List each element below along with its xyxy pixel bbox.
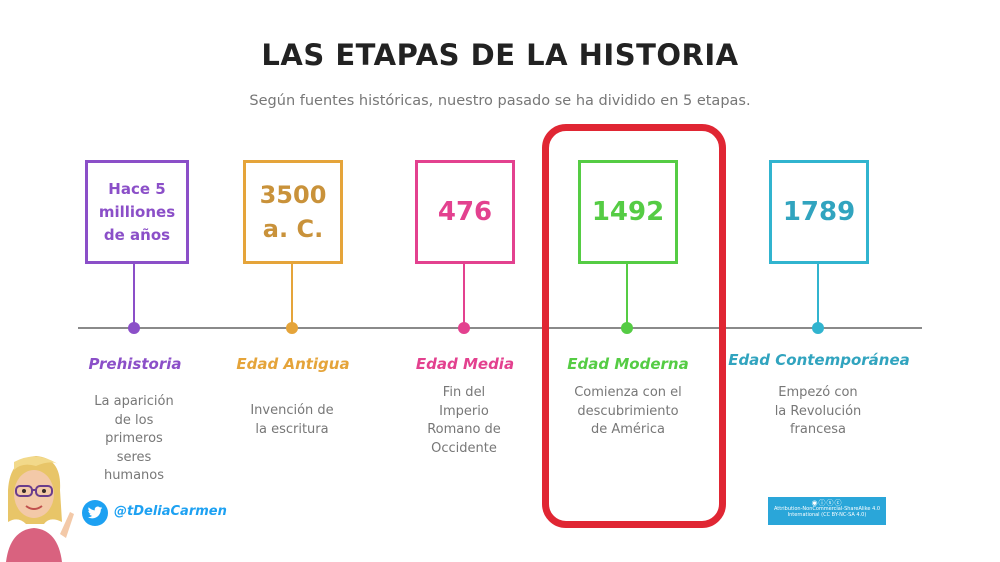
cc-license-icons: ◉ⓘⓢⓒ [811, 499, 843, 507]
stage-description: Fin del Imperio Romano de Occidente [427, 385, 501, 456]
stage-name: Edad Media [415, 355, 515, 373]
page-title: LAS ETAPAS DE LA HISTORIA [261, 38, 739, 72]
stage-dot [621, 322, 633, 334]
avatar-illustration [6, 456, 74, 562]
stage-connector [817, 264, 819, 328]
stage-date-box: 476 [415, 160, 515, 264]
stage-name: Edad Antigua [236, 355, 350, 373]
stage-dot [286, 322, 298, 334]
stage-date-box: 1492 [578, 160, 678, 264]
stage-name: Edad Moderna [567, 355, 689, 373]
stage-date-box: 1789 [769, 160, 869, 264]
stage-connector [291, 264, 293, 328]
twitter-handle[interactable]: @tDeliaCarmen [114, 504, 227, 519]
stage-edad-contemporanea: 1789 Edad Contemporánea Empezó con la Re… [728, 0, 910, 562]
stage-name: Prehistoria [88, 355, 182, 373]
stage-edad-antigua: 3500 a. C. Edad Antigua Invención de la … [203, 0, 383, 562]
stage-connector [133, 264, 135, 328]
stage-edad-media: 476 Edad Media Fin del Imperio Romano de… [375, 0, 555, 562]
twitter-icon[interactable] [82, 500, 108, 526]
stage-description: Invención de la escritura [250, 403, 334, 437]
stage-dot [812, 322, 824, 334]
stage-date-box: Hace 5 milliones de años [85, 160, 189, 264]
page-subtitle: Según fuentes históricas, nuestro pasado… [249, 93, 751, 109]
stage-date-box: 3500 a. C. [243, 160, 343, 264]
stage-connector [626, 264, 628, 328]
stage-edad-moderna: 1492 Edad Moderna Comienza con el descub… [538, 0, 718, 562]
stage-description: La aparición de los primeros seres human… [94, 394, 174, 483]
stage-prehistoria: Hace 5 milliones de años Prehistoria La … [45, 0, 225, 562]
highlight-frame [542, 124, 726, 528]
stage-dot [128, 322, 140, 334]
stage-dot [458, 322, 470, 334]
stage-description: Empezó con la Revolución francesa [774, 385, 862, 437]
stage-description: Comienza con el descubrimiento de Améric… [574, 385, 682, 437]
timeline-axis [78, 327, 922, 329]
stage-name: Edad Contemporánea [728, 351, 910, 369]
license-badge[interactable]: ◉ⓘⓢⓒ Attribution-NonCommercial-ShareAlik… [768, 497, 886, 525]
stage-connector [463, 264, 465, 328]
license-text: Attribution-NonCommercial-ShareAlike 4.0… [773, 506, 881, 518]
